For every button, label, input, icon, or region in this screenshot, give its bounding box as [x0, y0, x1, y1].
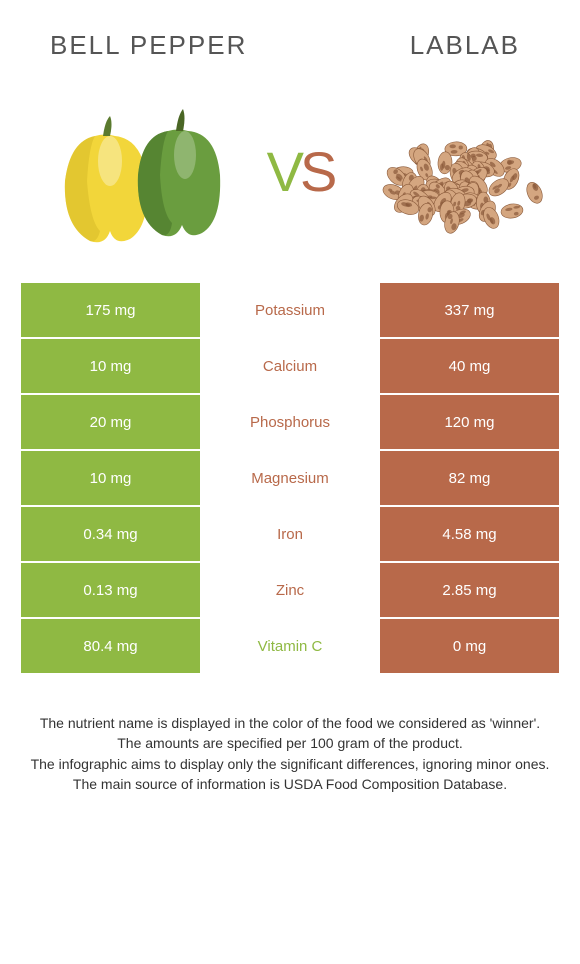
- left-value: 20 mg: [21, 395, 200, 449]
- vs-s: S: [300, 140, 333, 203]
- nutrient-label: Potassium: [200, 283, 380, 337]
- left-value: 10 mg: [21, 451, 200, 505]
- bell-pepper-image: [30, 91, 230, 251]
- right-value: 2.85 mg: [380, 563, 559, 617]
- left-value: 80.4 mg: [21, 619, 200, 673]
- comparison-table: 175 mgPotassium337 mg10 mgCalcium40 mg20…: [21, 281, 559, 673]
- footer-line-4: The main source of information is USDA F…: [20, 774, 560, 794]
- footer-line-3: The infographic aims to display only the…: [20, 754, 560, 774]
- table-row: 0.34 mgIron4.58 mg: [21, 505, 559, 561]
- nutrient-label: Zinc: [200, 563, 380, 617]
- right-value: 0 mg: [380, 619, 559, 673]
- table-row: 10 mgMagnesium82 mg: [21, 449, 559, 505]
- right-value: 82 mg: [380, 451, 559, 505]
- left-value: 175 mg: [21, 283, 200, 337]
- right-value: 120 mg: [380, 395, 559, 449]
- nutrient-label: Magnesium: [200, 451, 380, 505]
- left-value: 10 mg: [21, 339, 200, 393]
- left-value: 0.13 mg: [21, 563, 200, 617]
- lablab-image: [370, 101, 550, 241]
- footer-notes: The nutrient name is displayed in the co…: [0, 673, 580, 794]
- table-row: 20 mgPhosphorus120 mg: [21, 393, 559, 449]
- right-value: 40 mg: [380, 339, 559, 393]
- title-right: Lablab: [410, 30, 520, 61]
- header: Bell pepper Lablab: [0, 0, 580, 71]
- nutrient-label: Phosphorus: [200, 395, 380, 449]
- nutrient-label: Vitamin C: [200, 619, 380, 673]
- nutrient-label: Iron: [200, 507, 380, 561]
- right-value: 337 mg: [380, 283, 559, 337]
- table-row: 10 mgCalcium40 mg: [21, 337, 559, 393]
- left-value: 0.34 mg: [21, 507, 200, 561]
- vs-label: VS: [267, 139, 334, 204]
- nutrient-label: Calcium: [200, 339, 380, 393]
- table-row: 0.13 mgZinc2.85 mg: [21, 561, 559, 617]
- infographic-container: Bell pepper Lablab: [0, 0, 580, 794]
- footer-line-2: The amounts are specified per 100 gram o…: [20, 733, 560, 753]
- table-row: 175 mgPotassium337 mg: [21, 281, 559, 337]
- vs-v: V: [267, 140, 300, 203]
- right-value: 4.58 mg: [380, 507, 559, 561]
- footer-line-1: The nutrient name is displayed in the co…: [20, 713, 560, 733]
- images-row: VS: [0, 71, 580, 281]
- title-left: Bell pepper: [50, 30, 247, 61]
- table-row: 80.4 mgVitamin C0 mg: [21, 617, 559, 673]
